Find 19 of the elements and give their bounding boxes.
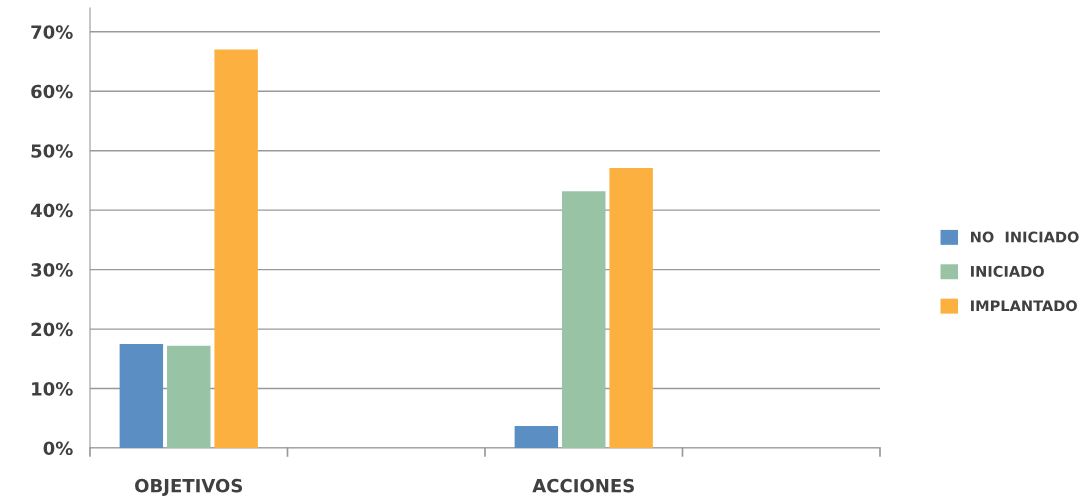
y-tick-label: 50%: [31, 144, 73, 158]
y-tick-label: 10%: [32, 382, 73, 396]
bar: [214, 49, 258, 448]
legend-label: IMPLANTADO: [971, 300, 1077, 312]
bar: [119, 343, 164, 448]
y-tick-label: 30%: [31, 263, 73, 277]
bar: [514, 426, 559, 448]
y-tick-label: 60%: [31, 84, 73, 99]
y-tick-label: 0%: [43, 441, 73, 456]
x-tick-label: ACCIONES: [532, 478, 634, 493]
legend-label: NO INICIADO: [971, 231, 1079, 243]
bar: [562, 191, 606, 448]
bar: [609, 167, 653, 448]
x-tick-label: OBJETIVOS: [135, 478, 243, 496]
y-tick-label: 40%: [30, 203, 73, 218]
y-tick-label: 20%: [31, 322, 73, 337]
legend-label: INICIADO: [971, 265, 1044, 277]
y-tick-label: 70%: [31, 25, 73, 39]
bar: [167, 345, 211, 448]
